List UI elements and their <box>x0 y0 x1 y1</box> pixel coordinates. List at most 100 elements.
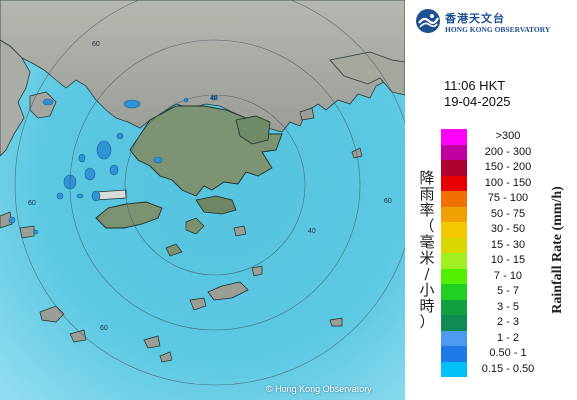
island <box>19 225 35 239</box>
radar-echo <box>91 190 101 202</box>
legend-row: 150 - 200 <box>441 160 551 176</box>
legend-swatch <box>441 191 467 207</box>
observatory-logo[interactable]: 香港天文台 HONG KONG OBSERVATORY <box>415 6 575 36</box>
island <box>39 305 65 323</box>
legend-row: 7 - 10 <box>441 268 551 284</box>
legend-swatch <box>441 268 467 284</box>
airport-land <box>95 189 127 201</box>
legend-row: 1 - 2 <box>441 330 551 346</box>
legend-swatch <box>441 253 467 269</box>
legend-label: 0.50 - 1 <box>489 347 527 359</box>
island <box>351 147 363 159</box>
legend-label: 100 - 150 <box>484 176 532 189</box>
legend-swatch <box>441 330 467 346</box>
legend-swatch <box>441 206 467 222</box>
legend-row: 75 - 100 <box>441 191 551 207</box>
legend-label: 50 - 75 <box>490 207 526 220</box>
range-ring <box>69 39 361 331</box>
range-ring-label: 60 <box>28 200 36 207</box>
legend-label: 5 - 7 <box>496 285 519 297</box>
island <box>233 225 247 237</box>
radar-echo <box>78 153 86 163</box>
radar-echo <box>56 192 64 200</box>
island <box>299 107 315 121</box>
radar-echo <box>153 156 163 164</box>
hk-island-land <box>195 195 237 215</box>
legend-row: 0.15 - 0.50 <box>441 361 551 377</box>
island <box>69 329 87 343</box>
legend-swatch <box>441 237 467 253</box>
legend-label: 10 - 15 <box>490 254 526 266</box>
legend-swatch <box>441 284 467 300</box>
rainfall-rate-label-en-wrap: Rainfall Rate (mm/h) <box>547 130 569 370</box>
legend-label: 3 - 5 <box>496 300 519 313</box>
rainfall-rate-label-cn: 降雨率（毫米 / 小時） <box>419 169 435 331</box>
legend-swatch <box>441 315 467 331</box>
legend-row: 100 - 150 <box>441 175 551 191</box>
legend-label: 15 - 30 <box>490 238 526 251</box>
radar-map-image: 40 60 60 40 60 60 <box>0 0 405 400</box>
west-coast-land <box>0 39 31 157</box>
radar-echo <box>33 229 39 235</box>
island <box>185 217 205 235</box>
radar-echo <box>109 164 119 176</box>
radar-echo <box>84 167 96 181</box>
radar-echo <box>123 99 141 109</box>
range-ring-label: 60 <box>100 325 108 332</box>
legend-panel: 香港天文台 HONG KONG OBSERVATORY 11:06 HKT 19… <box>405 0 577 400</box>
legend-swatch <box>441 129 467 145</box>
legend-row: 3 - 5 <box>441 299 551 315</box>
range-ring-label: 60 <box>384 198 392 205</box>
island <box>165 243 183 257</box>
legend-row: 50 - 75 <box>441 206 551 222</box>
legend-row: 30 - 50 <box>441 222 551 238</box>
island <box>189 297 207 311</box>
legend-label: >300 <box>495 130 521 142</box>
legend-label: 30 - 50 <box>490 223 526 235</box>
legend-swatch <box>441 144 467 160</box>
range-ring-label: 60 <box>92 41 100 48</box>
legend-label: 2 - 3 <box>496 316 519 328</box>
legend-row: >300 <box>441 129 551 145</box>
sai-kung-land <box>235 115 271 145</box>
observation-date: 19-04-2025 <box>444 94 511 109</box>
legend-swatch <box>441 361 467 377</box>
legend-row: 5 - 7 <box>441 284 551 300</box>
legend-label: 75 - 100 <box>487 192 529 204</box>
island <box>207 281 249 301</box>
island <box>251 265 263 277</box>
mainland-land <box>0 0 405 135</box>
logo-name-en: HONG KONG OBSERVATORY <box>445 25 551 34</box>
rainfall-legend: >300 200 - 300 150 - 200 100 - 150 75 - 100 5… <box>441 129 551 377</box>
range-ring <box>124 94 306 276</box>
range-ring-label: 40 <box>308 228 316 235</box>
legend-swatch <box>441 346 467 362</box>
legend-row: 10 - 15 <box>441 253 551 269</box>
radar-echo <box>116 132 124 140</box>
legend-label: 1 - 2 <box>496 331 519 344</box>
observatory-emblem-icon <box>416 9 440 33</box>
radar-echo <box>8 216 16 224</box>
radar-echo <box>210 95 218 101</box>
lantau-island-land <box>95 201 163 229</box>
radar-echo <box>42 98 54 106</box>
legend-row: 200 - 300 <box>441 144 551 160</box>
radar-map: 40 60 60 40 60 60 © Hong Kong Observator… <box>0 0 405 400</box>
legend-row: 0.50 - 1 <box>441 346 551 362</box>
legend-row: 2 - 3 <box>441 315 551 331</box>
legend-label: 200 - 300 <box>484 145 532 158</box>
copyright-text: © Hong Kong Observatory <box>266 384 372 394</box>
island <box>159 351 173 363</box>
logo-name-cn: 香港天文台 <box>445 12 505 25</box>
legend-row: 15 - 30 <box>441 237 551 253</box>
legend-swatch <box>441 160 467 176</box>
radar-echo <box>76 193 84 199</box>
observation-time: 11:06 HKT <box>444 78 506 93</box>
range-ring-label: 40 <box>210 95 218 102</box>
range-rings <box>14 0 405 386</box>
legend-label: 150 - 200 <box>484 161 532 173</box>
range-ring <box>14 0 405 386</box>
legend-label: 7 - 10 <box>493 269 523 282</box>
rainfall-rate-label-en: Rainfall Rate (mm/h) <box>550 186 565 314</box>
island <box>0 211 13 229</box>
